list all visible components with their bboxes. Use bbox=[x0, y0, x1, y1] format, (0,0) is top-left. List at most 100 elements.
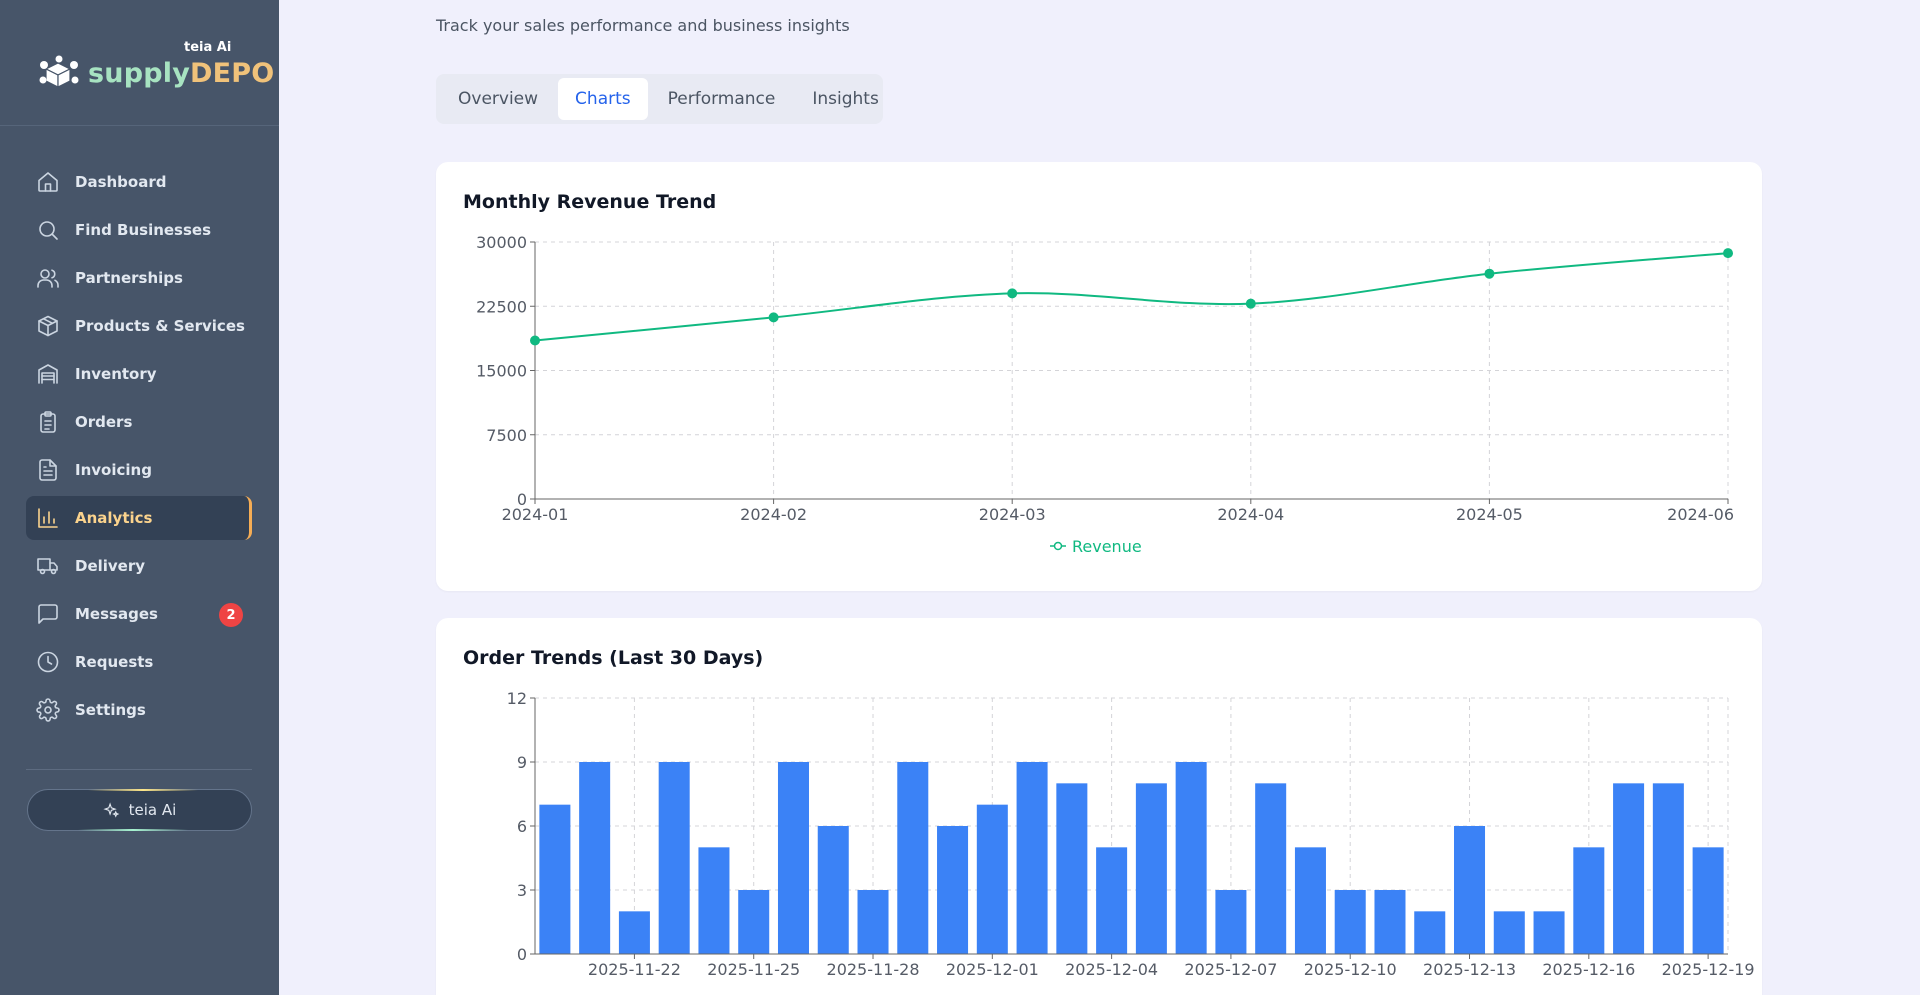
tab-performance[interactable]: Performance bbox=[667, 89, 776, 109]
order-bar bbox=[539, 804, 571, 954]
clock-icon bbox=[37, 651, 59, 673]
order-bar bbox=[1175, 762, 1207, 954]
sidebar-item-settings[interactable]: Settings bbox=[26, 688, 252, 732]
sparkles-icon bbox=[103, 801, 119, 818]
order-bar bbox=[618, 911, 650, 954]
revenue-chart-title: Monthly Revenue Trend bbox=[463, 191, 717, 213]
warehouse-icon bbox=[38, 364, 58, 384]
bar-chart-icon bbox=[38, 508, 58, 528]
legend-label: Revenue bbox=[1072, 537, 1142, 556]
sidebar-item-find-businesses[interactable]: Find Businesses bbox=[26, 208, 252, 252]
order-bar bbox=[1493, 911, 1525, 954]
sidebar-item-label: Settings bbox=[75, 701, 146, 719]
order-bar bbox=[1334, 890, 1366, 954]
y-tick-label: 30000 bbox=[476, 233, 527, 252]
sidebar-nav: Dashboard Find Businesses Partnerships P… bbox=[26, 160, 252, 736]
revenue-data-point bbox=[1484, 268, 1495, 279]
truck-icon bbox=[37, 558, 58, 575]
sidebar-item-delivery[interactable]: Delivery bbox=[26, 544, 252, 588]
brand-name-part2: DEPO bbox=[190, 58, 275, 89]
revenue-chart-card: Monthly Revenue Trend 0 7500 15000 22500 300… bbox=[436, 162, 1762, 591]
x-tick-label: 2024-06 bbox=[1667, 505, 1734, 524]
sidebar-item-label: Partnerships bbox=[75, 269, 183, 287]
sidebar-item-label: Inventory bbox=[75, 365, 157, 383]
revenue-data-point bbox=[1007, 288, 1018, 299]
home-icon bbox=[38, 172, 58, 192]
tab-insights[interactable]: Insights bbox=[812, 89, 879, 109]
teia-ai-button[interactable]: teia Ai bbox=[27, 789, 252, 831]
order-bar bbox=[1374, 890, 1406, 954]
sidebar-item-messages[interactable]: Messages 2 bbox=[26, 592, 252, 636]
sidebar-item-label: Dashboard bbox=[75, 173, 167, 191]
order-bar bbox=[1454, 826, 1486, 954]
order-bar bbox=[1294, 847, 1326, 954]
sidebar-item-orders[interactable]: Orders bbox=[26, 400, 252, 444]
order-bar bbox=[1135, 783, 1167, 954]
y-tick-label: 22500 bbox=[476, 297, 527, 316]
x-tick-label: 2024-03 bbox=[979, 505, 1046, 524]
clipboard-icon bbox=[40, 411, 56, 433]
revenue-data-point bbox=[1723, 248, 1733, 259]
brand-name-part1: supply bbox=[88, 58, 191, 89]
sidebar-item-label: Messages bbox=[75, 605, 158, 623]
order-bar bbox=[1056, 783, 1088, 954]
y-tick-label: 9 bbox=[517, 753, 527, 772]
sidebar-item-invoicing[interactable]: Invoicing bbox=[26, 448, 252, 492]
order-bar bbox=[937, 826, 969, 954]
order-bar bbox=[777, 762, 809, 954]
tab-bar: Overview Charts Performance Insights bbox=[436, 74, 883, 124]
sidebar-item-products-services[interactable]: Products & Services bbox=[26, 304, 252, 348]
sidebar-item-partnerships[interactable]: Partnerships bbox=[26, 256, 252, 300]
legend-marker-icon bbox=[1053, 541, 1063, 551]
order-bar bbox=[658, 762, 690, 954]
logo-icon bbox=[39, 55, 79, 88]
order-bar bbox=[1652, 783, 1684, 954]
sidebar-item-inventory[interactable]: Inventory bbox=[26, 352, 252, 396]
x-tick-label: 2025-11-22 bbox=[588, 960, 681, 979]
sidebar-item-analytics[interactable]: Analytics bbox=[26, 496, 252, 540]
orders-chart-title: Order Trends (Last 30 Days) bbox=[463, 647, 764, 669]
order-bar bbox=[1414, 911, 1446, 954]
order-bar bbox=[738, 890, 770, 954]
y-tick-label: 0 bbox=[517, 490, 527, 509]
order-bar bbox=[1692, 847, 1724, 954]
y-tick-label: 15000 bbox=[476, 362, 527, 381]
x-tick-label: 2024-04 bbox=[1217, 505, 1284, 524]
revenue-series-line bbox=[534, 252, 1729, 342]
order-bar bbox=[897, 762, 929, 954]
x-tick-label: 2025-12-01 bbox=[946, 960, 1039, 979]
sidebar-item-requests[interactable]: Requests bbox=[26, 640, 252, 684]
tab-overview[interactable]: Overview bbox=[458, 89, 539, 109]
tab-charts[interactable]: Charts bbox=[558, 78, 648, 120]
orders-bar-chart: 0 3 6 9 12 2025-11-22 2025-11-25 2025-11-28 2025… bbox=[507, 689, 1755, 979]
sidebar-item-dashboard[interactable]: Dashboard bbox=[26, 160, 252, 204]
order-bar bbox=[1215, 890, 1247, 954]
order-bar bbox=[1016, 762, 1048, 954]
order-bar bbox=[1573, 847, 1605, 954]
message-icon bbox=[38, 604, 58, 624]
revenue-data-point bbox=[768, 312, 779, 323]
y-tick-label: 7500 bbox=[486, 426, 527, 445]
box-icon bbox=[38, 315, 58, 337]
brand-name[interactable]: supplyDEPO bbox=[88, 58, 274, 89]
x-tick-label: 2025-12-07 bbox=[1184, 960, 1277, 979]
sidebar-item-label: Find Businesses bbox=[75, 221, 212, 239]
order-bar bbox=[1613, 783, 1645, 954]
y-tick-label: 3 bbox=[517, 881, 527, 900]
x-tick-label: 2024-05 bbox=[1456, 505, 1523, 524]
order-bar bbox=[1255, 783, 1287, 954]
sidebar-item-label: Orders bbox=[75, 413, 133, 431]
order-bar bbox=[698, 847, 730, 954]
x-tick-label: 2024-02 bbox=[740, 505, 807, 524]
revenue-legend: Revenue bbox=[1050, 537, 1142, 556]
x-tick-label: 2025-12-16 bbox=[1542, 960, 1635, 979]
revenue-line-chart: 0 7500 15000 22500 30000 2024-01 2024-02 2024-0… bbox=[476, 233, 1734, 556]
revenue-grid bbox=[534, 241, 1729, 500]
order-bar bbox=[857, 890, 889, 954]
sidebar-item-label: Products & Services bbox=[75, 317, 245, 335]
unread-badge: 2 bbox=[219, 603, 243, 627]
sidebar-item-label: Invoicing bbox=[75, 461, 152, 479]
brand-tag: teia Ai bbox=[184, 40, 232, 55]
x-tick-label: 2025-12-19 bbox=[1662, 960, 1755, 979]
sidebar-item-label: Requests bbox=[75, 653, 154, 671]
